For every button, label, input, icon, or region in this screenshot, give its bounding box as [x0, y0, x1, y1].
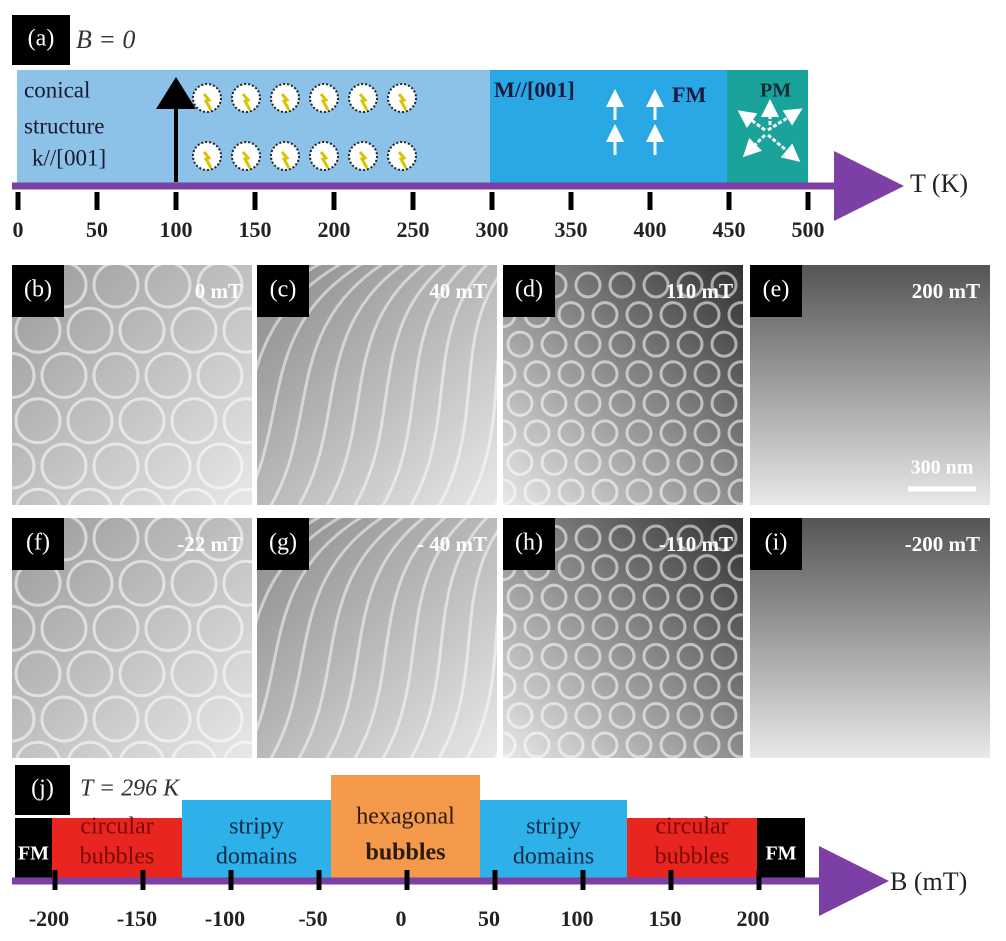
- field-label: 200 mT: [912, 279, 980, 303]
- panel-label: (e): [763, 277, 790, 303]
- region-text: M//[001]: [494, 77, 575, 102]
- condition: B = 0: [76, 25, 135, 54]
- field-label: 0 mT: [195, 279, 242, 303]
- region-text: hexagonal: [356, 804, 455, 830]
- tick-label: 200: [318, 217, 351, 242]
- region-text: PM: [760, 80, 791, 102]
- region-text: structure: [24, 113, 104, 138]
- region-text: bubbles: [365, 840, 445, 866]
- field-label: -22 mT: [177, 532, 242, 556]
- bubble: [712, 763, 736, 787]
- panel-label: (j): [31, 776, 54, 802]
- region-text: bubbles: [80, 844, 155, 870]
- panel-label: (f): [26, 530, 50, 556]
- tick-label: -150: [117, 906, 157, 931]
- region-text: circular: [80, 814, 153, 840]
- tick-label: 350: [555, 217, 588, 242]
- tick-label: -50: [298, 906, 327, 931]
- region-text: bubbles: [655, 844, 730, 870]
- field-label: -200 mT: [905, 532, 980, 556]
- tick-label: 200: [737, 906, 770, 931]
- tick-label: 100: [561, 906, 594, 931]
- tick-label: 100: [160, 217, 193, 242]
- region-text: stripy: [526, 814, 581, 840]
- bubble: [610, 763, 634, 787]
- tick-label: 50: [478, 906, 500, 931]
- region-text: stripy: [229, 814, 284, 840]
- tick-label: 150: [239, 217, 272, 242]
- panel-label: (a): [28, 26, 55, 52]
- panel-label: (c): [270, 277, 297, 303]
- figure: (a) B = 0 conical structure k//[001] M//[001]…: [0, 0, 1006, 941]
- tick-label: 400: [634, 217, 667, 242]
- region-text: domains: [513, 844, 594, 870]
- panel-label: (d): [515, 277, 543, 303]
- panel-label: (h): [515, 530, 543, 556]
- condition: T = 296 K: [80, 776, 181, 802]
- region-text: FM: [672, 82, 706, 107]
- tick-label: 300: [476, 217, 509, 242]
- scale-label: 300 nm: [911, 457, 974, 479]
- panel-label: (g): [269, 530, 297, 556]
- axis-label: T (K): [910, 169, 968, 198]
- region-text: FM: [18, 843, 49, 865]
- panel-label: (b): [24, 277, 52, 303]
- page: (a) B = 0 conical structure k//[001] M//[001]…: [0, 0, 1006, 941]
- region-text: circular: [655, 814, 728, 840]
- tick-label: 0: [13, 217, 24, 242]
- tick-label: -200: [29, 906, 69, 931]
- tick-label: 450: [713, 217, 746, 242]
- bubble: [542, 763, 566, 787]
- axis-label: B (mT): [890, 867, 967, 896]
- tick-label: 250: [397, 217, 430, 242]
- panel-label: (i): [765, 530, 788, 556]
- bubble: [678, 763, 702, 787]
- region-text: domains: [216, 844, 297, 870]
- bubble: [576, 763, 600, 787]
- tick-label: 50: [86, 217, 108, 242]
- bubble: [508, 763, 532, 787]
- tick-label: -100: [205, 906, 245, 931]
- tick-label: 150: [649, 906, 682, 931]
- field-label: 40 mT: [429, 279, 487, 303]
- tick-label: 500: [792, 217, 825, 242]
- tick-label: 0: [396, 906, 407, 931]
- region-text: FM: [765, 843, 796, 865]
- field-label: - 40 mT: [417, 532, 487, 556]
- bubble: [644, 763, 668, 787]
- field-label: 110 mT: [666, 279, 733, 303]
- region-text: conical: [24, 77, 90, 102]
- region-text: k//[001]: [32, 145, 106, 170]
- field-label: -110 mT: [659, 532, 733, 556]
- bubble: [746, 763, 770, 787]
